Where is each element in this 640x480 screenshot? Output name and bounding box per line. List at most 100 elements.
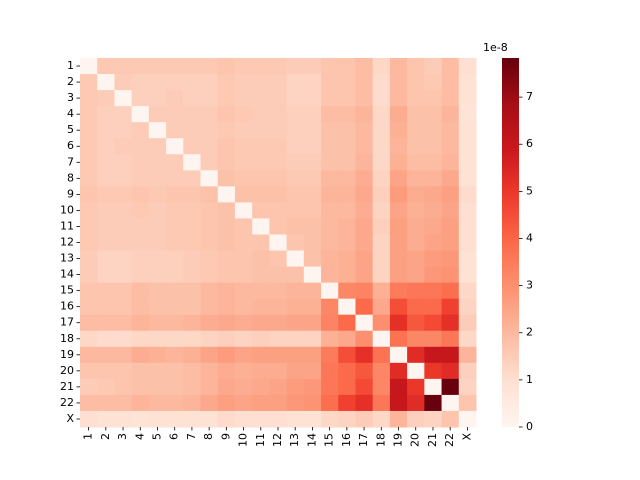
x-tick-label: X: [460, 433, 473, 441]
y-tick-label: 19: [60, 348, 74, 361]
y-tick-label: 15: [60, 284, 74, 297]
heatmap-cell: [424, 250, 443, 268]
heatmap-cell: [80, 298, 98, 316]
heatmap-cell: [80, 410, 98, 428]
heatmap-cell: [200, 282, 219, 300]
heatmap-cell: [97, 378, 115, 396]
heatmap-cell: [286, 170, 305, 187]
heatmap-cell: [234, 170, 253, 187]
heatmap-cell: [372, 122, 391, 139]
y-tick-label: X: [66, 412, 74, 425]
heatmap-cell: [338, 378, 356, 396]
heatmap-cell: [441, 266, 460, 284]
heatmap-cell: [200, 218, 219, 235]
heatmap-cell: [166, 410, 184, 428]
heatmap-cell: [80, 314, 98, 332]
heatmap-cell: [286, 314, 305, 332]
heatmap-cell: [338, 362, 356, 380]
heatmap-cell: [131, 314, 150, 332]
heatmap-cell: [97, 394, 115, 412]
heatmap-cell: [389, 154, 408, 171]
heatmap-cell: [269, 106, 288, 123]
heatmap-cell: [252, 234, 270, 252]
heatmap-cell: [286, 90, 305, 107]
heatmap-cell: [148, 314, 167, 332]
heatmap-cell: [424, 202, 443, 219]
heatmap-cell: [217, 202, 236, 219]
heatmap-cell: [424, 58, 443, 75]
heatmap-cell: [131, 250, 150, 268]
heatmap-cell: [338, 250, 356, 268]
heatmap-cell: [234, 394, 253, 412]
heatmap-cell: [321, 378, 339, 396]
heatmap-cell: [321, 74, 339, 91]
heatmap-cell: [286, 138, 305, 155]
heatmap-cell: [252, 410, 270, 428]
heatmap-cell: [217, 154, 236, 171]
heatmap-cell: [441, 58, 460, 75]
heatmap-cell: [303, 154, 322, 171]
heatmap-cell: [303, 234, 322, 252]
heatmap-cell: [114, 106, 133, 123]
heatmap-cell: [114, 74, 133, 91]
x-tick-label: 6: [168, 433, 181, 440]
colorbar-tick-label: 6: [526, 137, 533, 150]
heatmap-cell: [286, 106, 305, 123]
heatmap-cell: [338, 298, 356, 316]
heatmap-cell: [458, 346, 477, 364]
heatmap-cell: [97, 330, 115, 348]
colorbar: [502, 58, 519, 427]
heatmap-cell: [286, 266, 305, 284]
heatmap-cell: [389, 106, 408, 123]
heatmap-cell: [303, 330, 322, 348]
heatmap-cell: [200, 154, 219, 171]
x-tick-label: 1: [82, 433, 95, 440]
heatmap-cell: [441, 106, 460, 123]
heatmap-cell: [183, 346, 202, 364]
heatmap-cell: [217, 394, 236, 412]
heatmap-cell: [372, 90, 391, 107]
heatmap-cell: [321, 122, 339, 139]
heatmap-cell: [407, 410, 425, 428]
heatmap-cell: [148, 410, 167, 428]
y-tick-label: 1: [67, 59, 74, 72]
heatmap-cell: [80, 122, 98, 139]
heatmap-cell: [217, 330, 236, 348]
heatmap-cell: [407, 58, 425, 75]
heatmap-cell: [321, 298, 339, 316]
heatmap-cell: [217, 186, 236, 203]
heatmap-cell: [303, 410, 322, 428]
heatmap-cell: [252, 170, 270, 187]
heatmap-cell: [355, 234, 374, 252]
heatmap-cell: [286, 122, 305, 139]
heatmap-cell: [458, 186, 477, 203]
heatmap-cell: [286, 74, 305, 91]
heatmap-cell: [114, 154, 133, 171]
heatmap-cell: [372, 186, 391, 203]
heatmap-cell: [97, 90, 115, 107]
heatmap-cell: [321, 218, 339, 235]
heatmap-cell: [114, 282, 133, 300]
heatmap-cell: [303, 170, 322, 187]
heatmap-cell: [252, 154, 270, 171]
heatmap-cell: [166, 186, 184, 203]
heatmap-cell: [252, 362, 270, 380]
x-tick-label: 15: [323, 433, 336, 447]
heatmap-cell: [269, 298, 288, 316]
heatmap-cell: [131, 90, 150, 107]
heatmap-cell: [372, 378, 391, 396]
heatmap-cell: [441, 218, 460, 235]
heatmap-cell: [424, 330, 443, 348]
heatmap-cell: [286, 362, 305, 380]
heatmap-cell: [114, 314, 133, 332]
heatmap-cell: [338, 410, 356, 428]
heatmap-cell: [338, 314, 356, 332]
heatmap-cell: [389, 250, 408, 268]
heatmap-cell: [389, 186, 408, 203]
y-tick-label: 8: [67, 171, 74, 184]
heatmap-cell: [200, 74, 219, 91]
heatmap-cell: [372, 234, 391, 252]
heatmap-cell: [355, 106, 374, 123]
heatmap-cell: [407, 314, 425, 332]
heatmap-cell: [97, 122, 115, 139]
